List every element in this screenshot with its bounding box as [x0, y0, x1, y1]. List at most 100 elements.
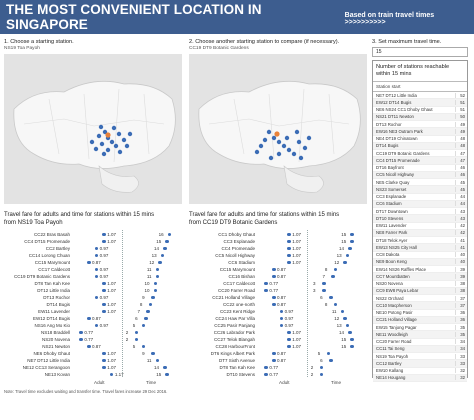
fare-dot[interactable]: [94, 246, 99, 251]
panel-row[interactable]: CC20 Farrer Road 34: [373, 339, 467, 346]
fare-dot[interactable]: [279, 323, 284, 328]
panel-row[interactable]: CC3 Esplanade 44: [373, 194, 467, 201]
panel-row[interactable]: NS21 DT11 Newton 50: [373, 113, 467, 121]
panel-row[interactable]: NS19 Toa Payoh 33: [373, 353, 467, 361]
panel-row[interactable]: CC12 Bartley 33: [373, 360, 467, 368]
panel-row[interactable]: NS20 Novena 38: [373, 281, 467, 288]
fare-row[interactable]: NS16 Ang Mo Kio 0.97 5: [4, 321, 184, 330]
panel-row[interactable]: CC4 DT15 Promenade 47: [373, 157, 467, 165]
panel-row[interactable]: CC6 Stadium 44: [373, 200, 467, 208]
fare-dot[interactable]: [271, 302, 276, 307]
fare-dot[interactable]: [102, 302, 106, 307]
fare-row[interactable]: DT7 Sixth Avenue 0.87 6: [189, 356, 369, 365]
fare-dot[interactable]: [271, 274, 276, 279]
panel-row[interactable]: NE8 Farrer Park 42: [373, 229, 467, 237]
fare-row[interactable]: CC20 Farrer Road 0.77 3: [189, 286, 369, 295]
fare-row[interactable]: DT6 Kings Albert Park 0.87 5: [189, 349, 369, 358]
fare-dot[interactable]: [287, 246, 291, 251]
fare-row[interactable]: CC23 Kent Ridge 0.97 11: [189, 307, 369, 316]
panel-row[interactable]: CC5 Nicoll Highway 46: [373, 171, 467, 179]
fare-row[interactable]: CC6 Stadium 1.07 12: [189, 258, 369, 267]
fare-row[interactable]: DT13 Rochor 0.97 9: [4, 293, 184, 302]
panel-row[interactable]: EW11 Lavender 42: [373, 223, 467, 230]
fare-dot[interactable]: [287, 239, 291, 244]
fare-row[interactable]: CC22 Bras Basah 1.07 16: [4, 230, 184, 239]
fare-row[interactable]: CC4 DT15 Promenade 1.07 15: [4, 237, 184, 246]
panel-row[interactable]: CC11 Tai Seng 34: [373, 345, 467, 353]
fare-row[interactable]: EW11 Lavender 1.07 7: [4, 307, 184, 316]
fare-dot[interactable]: [271, 358, 276, 363]
panel-row[interactable]: CC7 Mountbatten 39: [373, 273, 467, 281]
fare-dot[interactable]: [94, 323, 99, 328]
time-dot[interactable]: [165, 372, 169, 377]
time-dot[interactable]: [350, 239, 354, 244]
fare-dot[interactable]: [271, 351, 276, 356]
fare-row[interactable]: DT8 Tan Kah Kee 1.07 10: [4, 279, 184, 288]
fare-row[interactable]: DT12 Little India 1.07 10: [4, 286, 184, 295]
time-dot[interactable]: [347, 246, 352, 251]
panel-row[interactable]: DT16 Bayfront 46: [373, 165, 467, 172]
time-dot[interactable]: [134, 337, 139, 342]
fare-dot[interactable]: [264, 288, 268, 293]
panel-row[interactable]: CC9 EW8 Paya Lebar 38: [373, 287, 467, 295]
fare-dot[interactable]: [264, 365, 268, 370]
fare-dot[interactable]: [94, 253, 99, 258]
fare-dot[interactable]: [287, 337, 291, 342]
time-dot[interactable]: [322, 288, 326, 293]
panel-row[interactable]: EW12 DT14 Bugis 51: [373, 99, 467, 107]
fare-row[interactable]: DT10 Stevens 0.77 2: [189, 370, 369, 379]
fare-dot[interactable]: [79, 330, 83, 335]
time-dot[interactable]: [343, 316, 347, 321]
fare-row[interactable]: CC24 Haw Par Villa 0.97 12: [189, 314, 369, 323]
panel-row[interactable]: CC8 Dakota 40: [373, 252, 467, 259]
fare-dot[interactable]: [287, 330, 291, 335]
panel-row[interactable]: NE14 Hougang 32: [373, 374, 467, 382]
fare-row[interactable]: EW12 DT14 Bugis 0.87 6: [4, 314, 184, 323]
time-dot[interactable]: [155, 358, 160, 363]
time-dot[interactable]: [329, 295, 333, 300]
fare-dot[interactable]: [79, 337, 83, 342]
time-dot[interactable]: [345, 253, 350, 258]
time-dot[interactable]: [167, 232, 172, 237]
fare-row[interactable]: CC1 Dhoby Ghaut 1.07 15: [189, 230, 369, 239]
fare-dot[interactable]: [102, 281, 106, 286]
time-dot[interactable]: [329, 358, 333, 363]
fare-dot[interactable]: [102, 358, 106, 363]
panel-row[interactable]: EW14 NS26 Raffles Place 39: [373, 266, 467, 274]
fare-row[interactable]: NE12 CC13 Serangoon 1.07 14: [4, 363, 184, 372]
time-dot[interactable]: [153, 281, 158, 286]
fare-dot[interactable]: [102, 239, 106, 244]
panel-row[interactable]: DT18 Telok Ayer 41: [373, 237, 467, 245]
step2-select[interactable]: CC19 DT9 Botanic Gardens: [189, 46, 249, 51]
step1-select[interactable]: NS19 Toa Payoh: [4, 46, 40, 51]
fare-dot[interactable]: [264, 372, 268, 377]
time-dot[interactable]: [319, 365, 324, 370]
panel-row[interactable]: NE11 Woodleigh 35: [373, 331, 467, 339]
fare-row[interactable]: CC16 Bishan 0.87 7: [189, 272, 369, 281]
time-dot[interactable]: [151, 351, 155, 356]
fare-row[interactable]: CC15 Marymount 0.87 8: [189, 265, 369, 274]
fare-dot[interactable]: [94, 267, 99, 272]
fare-dot[interactable]: [271, 267, 276, 272]
time-dot[interactable]: [345, 323, 350, 328]
time-dot[interactable]: [155, 267, 160, 272]
fare-dot[interactable]: [287, 253, 291, 258]
time-dot[interactable]: [319, 372, 324, 377]
time-dot[interactable]: [153, 288, 158, 293]
panel-row[interactable]: NS23 Somerset 45: [373, 186, 467, 194]
time-dot[interactable]: [146, 309, 151, 314]
panel-row[interactable]: EW13 NS25 City Hall 41: [373, 244, 467, 252]
fare-dot[interactable]: [86, 260, 91, 265]
fare-row[interactable]: NE6 Dhoby Ghaut 1.07 9: [4, 349, 184, 358]
time-dot[interactable]: [144, 316, 148, 321]
fare-dot[interactable]: [264, 281, 268, 286]
fare-dot[interactable]: [86, 316, 91, 321]
time-dot[interactable]: [331, 274, 336, 279]
time-dot[interactable]: [148, 302, 153, 307]
fare-dot[interactable]: [102, 351, 106, 356]
time-dot[interactable]: [165, 239, 169, 244]
time-dot[interactable]: [347, 330, 352, 335]
fare-row[interactable]: NS18 Braddell 0.77 2: [4, 328, 184, 337]
time-dot[interactable]: [322, 281, 326, 286]
fare-row[interactable]: CC27 Telok Blangah 1.07 15: [189, 335, 369, 344]
